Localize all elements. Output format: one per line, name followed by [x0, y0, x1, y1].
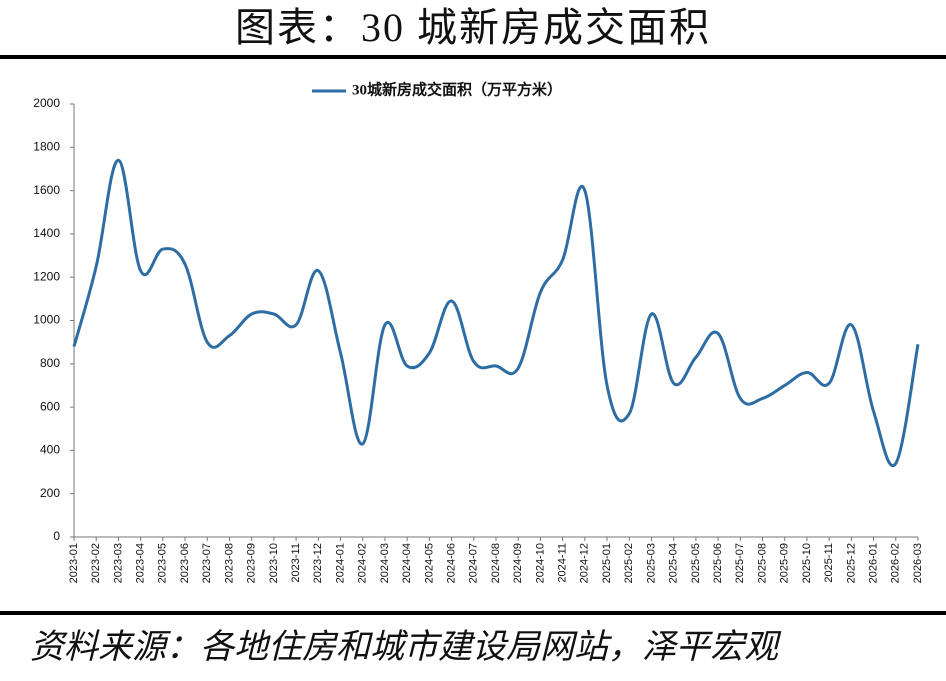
x-tick-label: 2024-05	[423, 543, 435, 583]
x-tick-label: 2023-07	[201, 543, 213, 583]
x-tick-label: 2024-03	[379, 543, 391, 583]
y-tick-label: 2000	[33, 96, 60, 110]
y-tick-label: 1400	[33, 226, 60, 240]
plot: 0 200 400 600 800 1000 1200 1400 1600 1800 2000 202…	[33, 80, 924, 583]
x-tick-label: 2026-03	[912, 543, 924, 583]
top-rule	[0, 55, 946, 59]
x-tick-label: 2024-11	[557, 543, 569, 583]
y-tick-label: 1600	[33, 183, 60, 197]
x-tick-label: 2025-08	[756, 543, 768, 583]
x-tick-label: 2025-07	[734, 543, 746, 583]
bottom-rule	[0, 611, 946, 615]
x-tick-label: 2023-01	[68, 543, 80, 583]
x-tick-label: 2024-06	[445, 543, 457, 583]
x-tick-label: 2026-01	[867, 543, 879, 583]
y-tick-label: 200	[40, 486, 60, 500]
y-tick-label: 1000	[33, 313, 60, 327]
y-tick-label: 600	[40, 399, 60, 413]
x-tick-label: 2023-11	[290, 543, 302, 583]
y-tick-label: 1200	[33, 269, 60, 283]
x-tick-label: 2024-02	[357, 543, 369, 583]
x-tick-label: 2025-05	[690, 543, 702, 583]
x-tick-label: 2025-04	[668, 543, 680, 583]
y-tick-label: 800	[40, 356, 60, 370]
x-tick-label: 2025-06	[712, 543, 724, 583]
legend-label: 30城新房成交面积（万平方米）	[352, 80, 562, 98]
x-tick-label: 2023-05	[157, 543, 169, 583]
x-tick-label: 2025-02	[623, 543, 635, 583]
x-tick-label: 2024-09	[512, 543, 524, 583]
x-tick-label: 2023-02	[90, 543, 102, 583]
x-tick-label: 2024-04	[401, 543, 413, 583]
x-tick-label: 2024-07	[468, 543, 480, 583]
x-tick-label: 2024-12	[579, 543, 591, 583]
x-tick-label: 2023-10	[268, 543, 280, 583]
y-tick-label: 400	[40, 443, 60, 457]
x-tick-label: 2024-01	[334, 543, 346, 583]
x-tick-label: 2025-12	[845, 543, 857, 583]
x-tick-label: 2025-10	[801, 543, 813, 583]
x-tick-label: 2023-03	[112, 543, 124, 583]
x-tick-label: 2024-10	[534, 543, 546, 583]
x-tick-label: 2025-03	[645, 543, 657, 583]
x-tick-label: 2023-09	[246, 543, 258, 583]
x-tick-label: 2023-06	[179, 543, 191, 583]
x-tick-label: 2025-11	[823, 543, 835, 583]
x-tick-label: 2025-09	[779, 543, 791, 583]
x-tick-label: 2023-04	[135, 543, 147, 583]
y-tick-label: 1800	[33, 139, 60, 153]
x-tick-label: 2025-01	[601, 543, 613, 583]
y-tick-label: 0	[53, 529, 60, 543]
x-tick-label: 2024-08	[490, 543, 502, 583]
page-title: 图表：30 城新房成交面积	[235, 5, 711, 50]
source-note: 资料来源：各地住房和城市建设局网站，泽平宏观	[30, 629, 782, 666]
x-tick-label: 2023-08	[223, 543, 235, 583]
x-tick-label: 2026-02	[890, 543, 902, 583]
series-line	[72, 158, 920, 468]
x-tick-label: 2023-12	[312, 543, 324, 583]
